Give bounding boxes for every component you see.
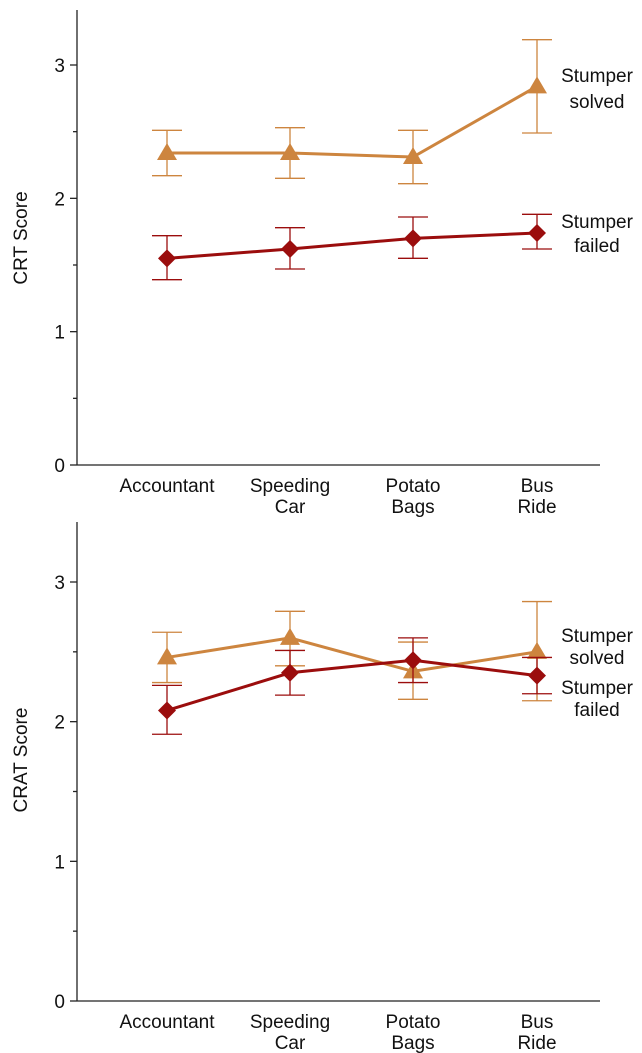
series-label: Stumper <box>561 212 633 233</box>
y-tick-label: 0 <box>54 456 65 477</box>
data-point-diamond <box>281 240 299 258</box>
data-point-diamond <box>528 224 546 242</box>
y-tick-label: 3 <box>54 573 65 594</box>
series-label: solved <box>570 648 625 669</box>
data-point-diamond <box>404 229 422 248</box>
x-category-label: Car <box>275 497 306 518</box>
y-tick-label: 2 <box>54 189 65 210</box>
data-point-triangle <box>157 143 177 160</box>
x-category-label: Car <box>275 1033 306 1053</box>
data-point-triangle <box>403 147 423 164</box>
data-point-triangle <box>280 627 300 645</box>
x-category-label: Ride <box>517 1033 556 1053</box>
x-category-label: Bus <box>521 1012 554 1033</box>
x-category-label: Bags <box>391 497 434 518</box>
series-label: Stumper <box>561 66 633 87</box>
x-category-label: Accountant <box>119 476 215 497</box>
x-category-label: Ride <box>517 497 556 518</box>
series-label: Stumper <box>561 626 633 647</box>
x-category-label: Speeding <box>250 476 330 497</box>
series-line <box>167 85 538 159</box>
y-tick-label: 3 <box>54 56 65 77</box>
series-label: failed <box>574 236 619 257</box>
data-point-triangle <box>157 647 177 665</box>
x-category-label: Potato <box>386 1012 441 1033</box>
y-tick-label: 2 <box>54 713 65 734</box>
x-category-label: Bus <box>521 476 554 497</box>
series-line <box>166 636 538 673</box>
data-point-triangle <box>527 641 547 659</box>
y-axis-label: CRAT Score <box>11 708 32 813</box>
x-category-label: Potato <box>386 476 441 497</box>
y-axis-label: CRT Score <box>11 191 32 284</box>
data-point-triangle <box>527 76 547 94</box>
y-tick-label: 1 <box>54 323 65 344</box>
data-point-triangle <box>280 143 300 160</box>
data-point-diamond <box>281 663 299 682</box>
data-point-diamond <box>404 651 422 670</box>
series-label: solved <box>570 92 625 113</box>
series-label: Stumper <box>561 678 633 699</box>
data-point-diamond <box>158 701 176 720</box>
x-category-label: Speeding <box>250 1012 330 1033</box>
series-label: failed <box>574 700 619 721</box>
series-line <box>166 231 538 260</box>
y-tick-label: 0 <box>54 992 65 1013</box>
data-point-diamond <box>158 249 176 268</box>
series-line <box>166 658 538 712</box>
x-category-label: Accountant <box>119 1012 215 1033</box>
x-category-label: Bags <box>391 1033 434 1053</box>
y-tick-label: 1 <box>54 852 65 873</box>
data-point-diamond <box>528 666 546 685</box>
